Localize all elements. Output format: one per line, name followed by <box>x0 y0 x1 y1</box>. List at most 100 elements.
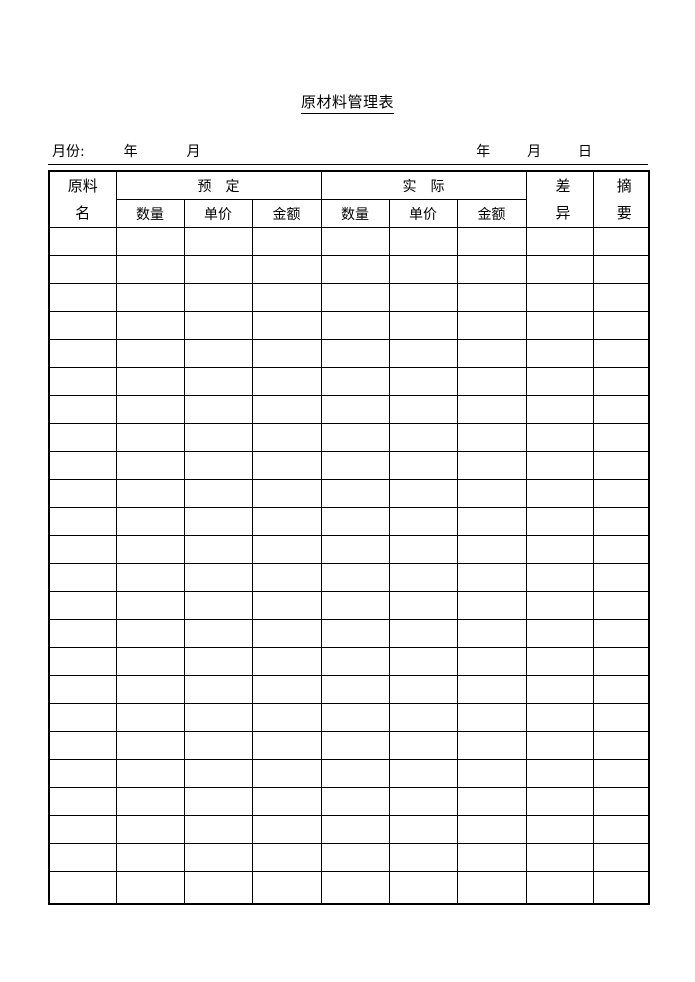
table-row[interactable] <box>48 255 650 284</box>
table-cell[interactable] <box>388 451 458 480</box>
table-cell[interactable] <box>183 283 253 312</box>
table-cell[interactable] <box>48 675 117 704</box>
table-cell[interactable] <box>456 507 527 536</box>
table-cell[interactable] <box>456 731 527 760</box>
table-cell[interactable] <box>320 815 390 844</box>
table-cell[interactable] <box>525 703 594 732</box>
table-row[interactable] <box>48 227 650 256</box>
table-cell[interactable] <box>456 815 527 844</box>
table-cell[interactable] <box>525 731 594 760</box>
table-cell[interactable] <box>251 563 322 592</box>
table-cell[interactable] <box>592 815 650 844</box>
table-cell[interactable] <box>115 675 185 704</box>
table-row[interactable] <box>48 563 650 592</box>
table-cell[interactable] <box>320 255 390 284</box>
table-row[interactable] <box>48 423 650 452</box>
table-cell[interactable] <box>251 395 322 424</box>
table-row[interactable] <box>48 451 650 480</box>
table-cell[interactable] <box>251 367 322 396</box>
table-cell[interactable] <box>525 255 594 284</box>
table-cell[interactable] <box>251 423 322 452</box>
table-cell[interactable] <box>592 283 650 312</box>
table-row[interactable] <box>48 871 650 905</box>
table-cell[interactable] <box>388 255 458 284</box>
table-cell[interactable] <box>115 283 185 312</box>
table-cell[interactable] <box>115 703 185 732</box>
table-cell[interactable] <box>388 535 458 564</box>
table-cell[interactable] <box>183 451 253 480</box>
table-cell[interactable] <box>115 843 185 872</box>
table-cell[interactable] <box>525 619 594 648</box>
table-cell[interactable] <box>592 787 650 816</box>
table-cell[interactable] <box>251 815 322 844</box>
table-cell[interactable] <box>48 535 117 564</box>
table-cell[interactable] <box>183 339 253 368</box>
table-cell[interactable] <box>320 283 390 312</box>
table-cell[interactable] <box>183 367 253 396</box>
table-cell[interactable] <box>251 787 322 816</box>
table-cell[interactable] <box>48 647 117 676</box>
table-cell[interactable] <box>48 423 117 452</box>
table-cell[interactable] <box>48 703 117 732</box>
table-cell[interactable] <box>525 815 594 844</box>
table-cell[interactable] <box>388 479 458 508</box>
table-cell[interactable] <box>592 535 650 564</box>
table-cell[interactable] <box>592 227 650 256</box>
table-row[interactable] <box>48 815 650 844</box>
table-cell[interactable] <box>251 227 322 256</box>
table-cell[interactable] <box>456 759 527 788</box>
table-cell[interactable] <box>456 255 527 284</box>
table-cell[interactable] <box>388 311 458 340</box>
table-cell[interactable] <box>592 731 650 760</box>
table-cell[interactable] <box>251 591 322 620</box>
table-cell[interactable] <box>388 563 458 592</box>
table-cell[interactable] <box>115 619 185 648</box>
table-cell[interactable] <box>456 703 527 732</box>
table-cell[interactable] <box>115 759 185 788</box>
table-cell[interactable] <box>251 479 322 508</box>
table-cell[interactable] <box>251 647 322 676</box>
table-cell[interactable] <box>115 395 185 424</box>
table-cell[interactable] <box>48 311 117 340</box>
table-cell[interactable] <box>320 731 390 760</box>
table-cell[interactable] <box>456 283 527 312</box>
table-cell[interactable] <box>456 311 527 340</box>
table-cell[interactable] <box>525 479 594 508</box>
table-cell[interactable] <box>320 227 390 256</box>
table-cell[interactable] <box>48 339 117 368</box>
table-cell[interactable] <box>115 255 185 284</box>
table-cell[interactable] <box>183 227 253 256</box>
table-row[interactable] <box>48 647 650 676</box>
table-cell[interactable] <box>48 591 117 620</box>
table-cell[interactable] <box>592 423 650 452</box>
table-cell[interactable] <box>183 871 253 905</box>
table-row[interactable] <box>48 843 650 872</box>
table-cell[interactable] <box>388 871 458 905</box>
table-cell[interactable] <box>251 703 322 732</box>
table-cell[interactable] <box>320 311 390 340</box>
table-cell[interactable] <box>456 451 527 480</box>
table-row[interactable] <box>48 395 650 424</box>
table-cell[interactable] <box>115 563 185 592</box>
table-row[interactable] <box>48 619 650 648</box>
table-cell[interactable] <box>320 423 390 452</box>
table-cell[interactable] <box>48 815 117 844</box>
table-cell[interactable] <box>320 843 390 872</box>
table-cell[interactable] <box>456 535 527 564</box>
table-cell[interactable] <box>592 619 650 648</box>
table-cell[interactable] <box>525 507 594 536</box>
table-cell[interactable] <box>115 227 185 256</box>
table-cell[interactable] <box>525 367 594 396</box>
table-cell[interactable] <box>115 535 185 564</box>
table-cell[interactable] <box>320 535 390 564</box>
table-row[interactable] <box>48 787 650 816</box>
table-cell[interactable] <box>115 871 185 905</box>
table-cell[interactable] <box>456 675 527 704</box>
table-cell[interactable] <box>48 283 117 312</box>
table-cell[interactable] <box>592 507 650 536</box>
table-cell[interactable] <box>592 451 650 480</box>
table-cell[interactable] <box>456 479 527 508</box>
table-cell[interactable] <box>525 451 594 480</box>
table-cell[interactable] <box>592 367 650 396</box>
table-cell[interactable] <box>388 619 458 648</box>
